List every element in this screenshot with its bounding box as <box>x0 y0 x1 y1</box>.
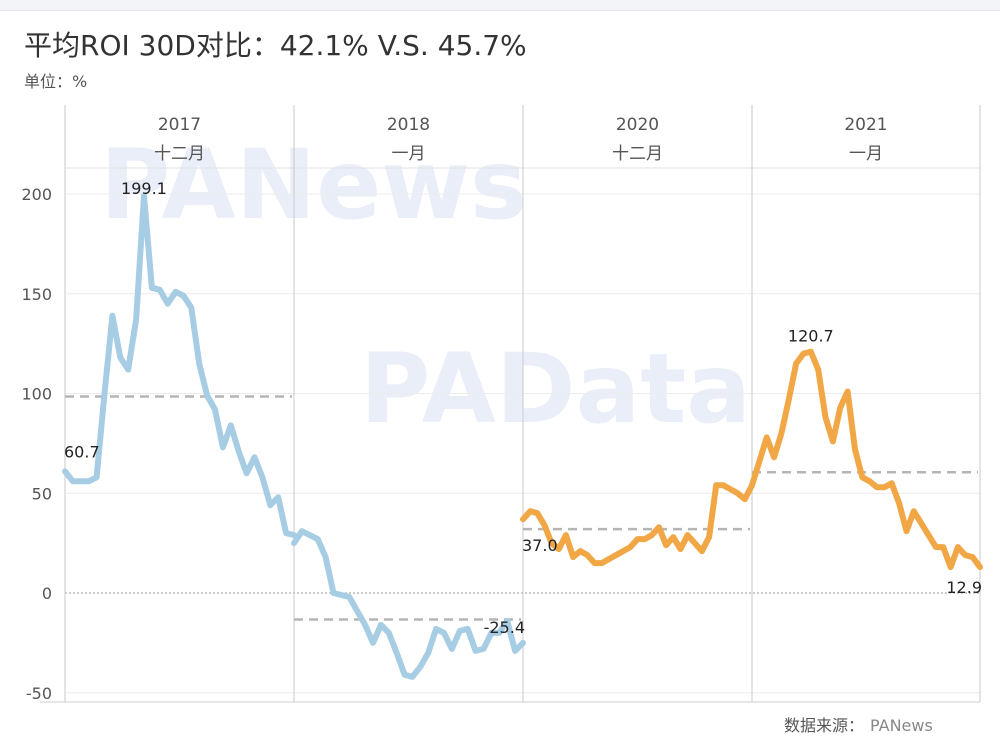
data-label: 60.7 <box>64 442 100 461</box>
chart-title: 平均ROI 30D对比：42.1% V.S. 45.7% <box>24 29 527 62</box>
data-label: 120.7 <box>788 327 834 346</box>
wechat-label: PANews <box>870 716 933 735</box>
panel-month-label: 一月 <box>392 144 426 164</box>
series-line <box>520 482 755 567</box>
y-tick-label: 50 <box>32 484 52 503</box>
panel-year-label: 2017 <box>158 115 201 135</box>
watermark-text: PAData <box>360 333 751 445</box>
panel-month-label: 十二月 <box>154 144 205 164</box>
footer-source: 数据来源： PANews <box>784 712 933 736</box>
watermark-text: PANews <box>100 129 527 241</box>
series-line <box>749 348 983 571</box>
series-line <box>291 528 526 680</box>
y-tick-label: 150 <box>21 285 52 304</box>
data-label: 12.9 <box>946 578 982 597</box>
y-tick-label: -50 <box>26 684 52 703</box>
data-label: 37.0 <box>522 536 558 555</box>
y-tick-label: 200 <box>21 185 52 204</box>
unit-label: 单位：% <box>24 72 88 91</box>
panel-year-label: 2018 <box>387 115 430 135</box>
panel-year-label: 2021 <box>844 115 887 135</box>
y-tick-label: 0 <box>42 584 52 603</box>
top-banner-strip <box>0 0 1000 11</box>
y-tick-label: 100 <box>21 385 52 404</box>
panel-year-label: 2020 <box>616 115 659 135</box>
data-label: 199.1 <box>121 179 167 198</box>
panel-month-label: 十二月 <box>612 144 663 164</box>
panel-month-label: 一月 <box>849 144 883 164</box>
source-label: 数据来源： <box>784 716 865 735</box>
data-label: -25.4 <box>484 618 525 637</box>
series-line <box>62 193 297 539</box>
